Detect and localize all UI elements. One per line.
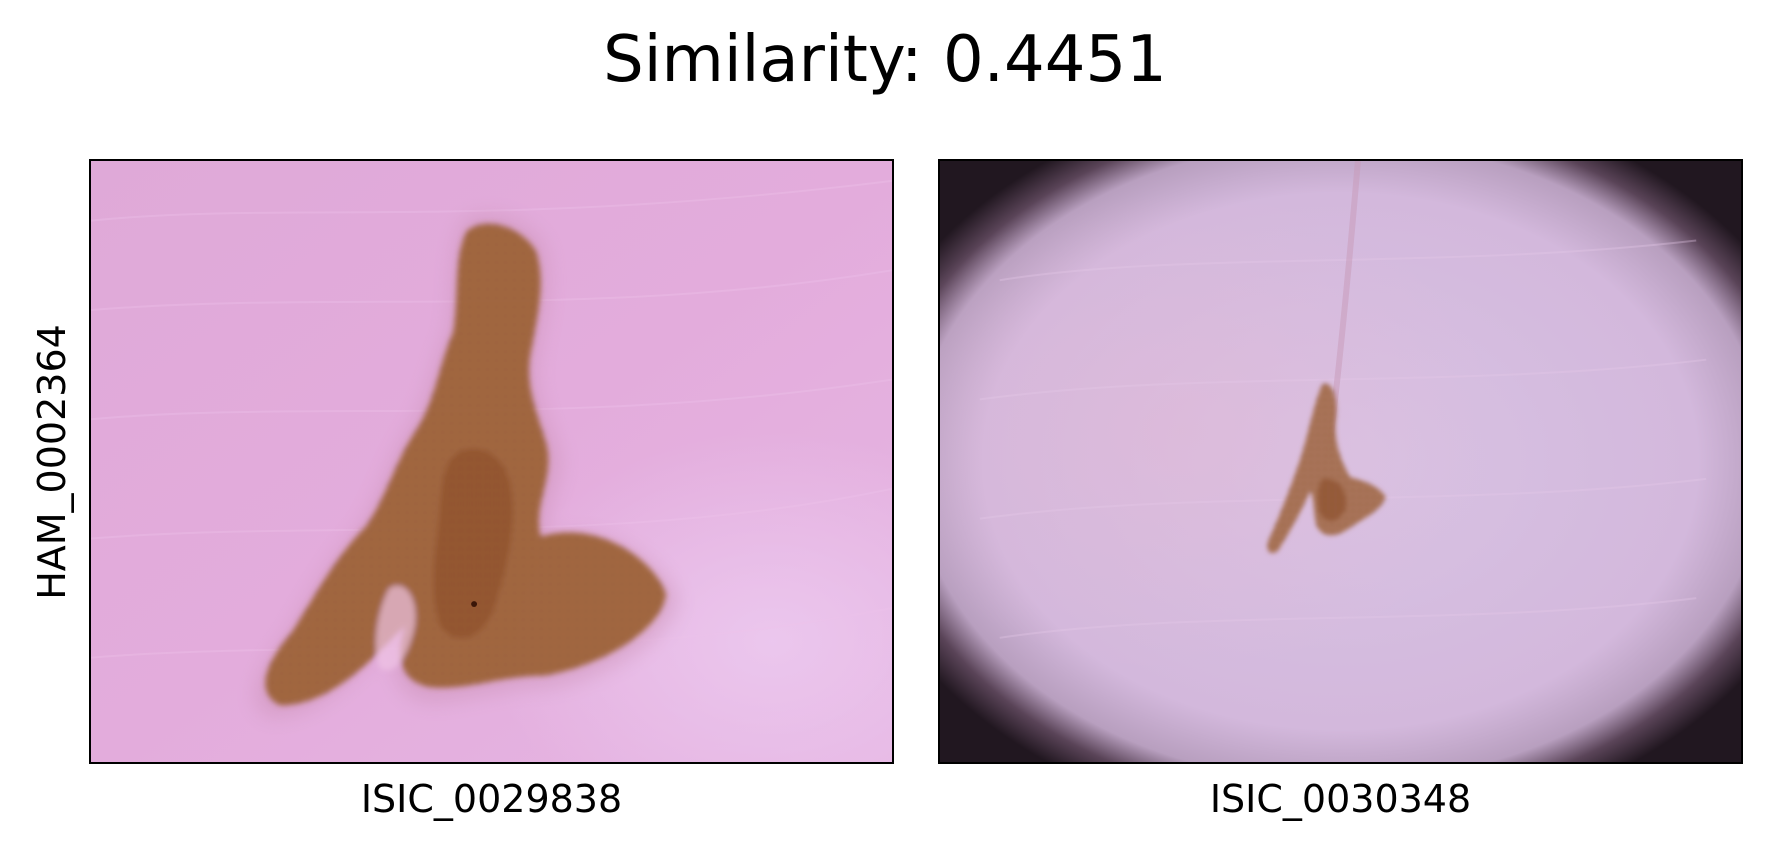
- image-panel-left: [89, 159, 894, 764]
- dermoscopy-image-left: [91, 161, 892, 762]
- dermoscopy-image-right: [940, 161, 1741, 762]
- image-panel-right: [938, 159, 1743, 764]
- row-label: HAM_0002364: [30, 324, 74, 600]
- panel-label-left: ISIC_0029838: [360, 777, 623, 821]
- panel-label-right: ISIC_0030348: [1209, 777, 1472, 821]
- figure-title: Similarity: 0.4451: [603, 23, 1167, 97]
